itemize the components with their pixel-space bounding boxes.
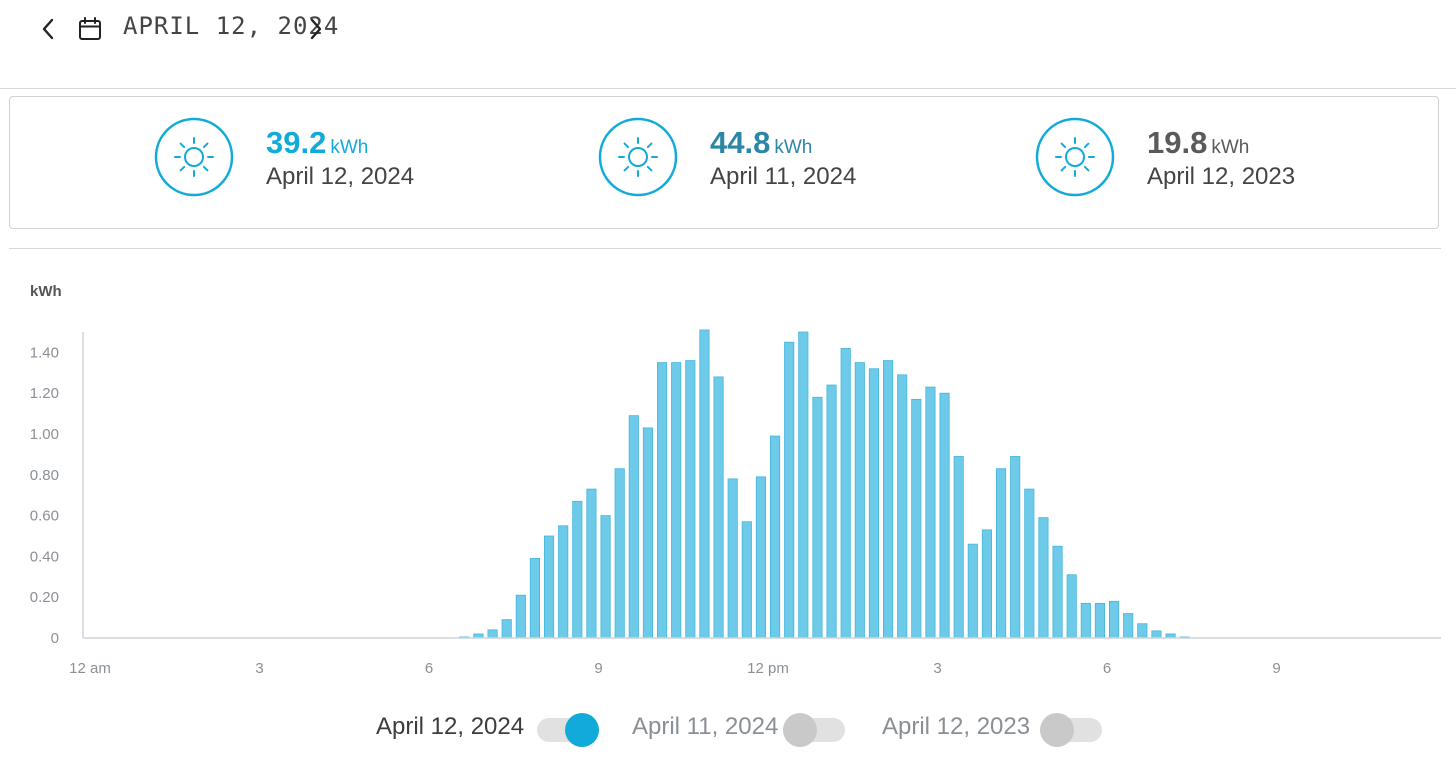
summary-value: 39.2 kWh [266, 125, 369, 160]
y-axis-label: kWh [30, 283, 62, 300]
calendar-icon[interactable] [76, 14, 104, 44]
bar [671, 362, 682, 639]
next-day-button[interactable] [302, 14, 330, 44]
bar [897, 374, 908, 639]
sun-icon [154, 117, 234, 197]
y-tick-label: 1.40 [30, 344, 59, 361]
bar [487, 629, 498, 639]
y-tick-label: 1.00 [30, 426, 59, 443]
bar [529, 558, 540, 639]
bar [1038, 517, 1049, 639]
bar [657, 362, 668, 639]
bar [544, 535, 555, 639]
x-tick-label: 6 [1103, 660, 1111, 677]
bar [1080, 602, 1091, 639]
bar [558, 525, 569, 639]
bar [1109, 600, 1120, 639]
series-toggle[interactable] [783, 713, 845, 747]
bar [685, 360, 696, 639]
chevron-right-icon [310, 18, 322, 40]
section-divider [9, 248, 1441, 249]
bar [1094, 602, 1105, 639]
sun-icon [598, 117, 678, 197]
bar [1010, 456, 1021, 639]
bar [1052, 545, 1063, 639]
y-tick-label: 0.20 [30, 589, 59, 606]
bar [883, 360, 894, 639]
summary-value: 44.8 kWh [710, 125, 813, 160]
bar [967, 543, 978, 639]
summary-date: April 12, 2023 [1147, 163, 1296, 190]
previous-day-button[interactable] [34, 14, 62, 44]
legend-label: April 11, 2024 [632, 713, 779, 740]
toggle-knob [565, 713, 599, 747]
bar [826, 384, 837, 639]
summary-date: April 11, 2024 [710, 163, 857, 190]
y-tick-label: 1.20 [30, 385, 59, 402]
bar [572, 500, 583, 639]
bar [1123, 613, 1134, 639]
selected-date-title[interactable]: APRIL 12, 2024 [123, 12, 340, 40]
bar [812, 396, 823, 639]
bar [840, 347, 851, 639]
series-toggle[interactable] [1040, 713, 1102, 747]
bar [911, 398, 922, 639]
bar [727, 478, 738, 639]
bar [854, 362, 865, 639]
bar [868, 368, 879, 639]
x-tick-label: 6 [425, 660, 433, 677]
bar [713, 376, 724, 639]
bar [614, 468, 625, 639]
x-tick-label: 9 [594, 660, 602, 677]
bar [515, 594, 526, 639]
x-tick-label: 12 pm [747, 660, 789, 677]
production-summary-panel: 39.2 kWh April 12, 2024 44.8 kWh April 11,… [9, 96, 1439, 229]
bar [798, 331, 809, 639]
legend-label: April 12, 2023 [882, 713, 1031, 740]
bar [501, 619, 512, 639]
bar [699, 329, 710, 639]
bar [1066, 574, 1077, 639]
bar [996, 468, 1007, 639]
bar [770, 435, 781, 639]
bar [925, 386, 936, 639]
toggle-knob [783, 713, 817, 747]
bar [741, 521, 752, 639]
bar [1024, 488, 1035, 639]
y-tick-label: 0.40 [30, 548, 59, 565]
bar [755, 476, 766, 639]
energy-production-bar-chart: kWh 0 0.20 0.40 0.60 0.80 1.00 1.20 1.40 12 am 3… [30, 283, 1441, 677]
bar [600, 515, 611, 639]
series-toggle[interactable] [537, 713, 599, 747]
summary-value: 19.8 kWh [1147, 125, 1250, 160]
summary-date: April 12, 2024 [266, 163, 415, 190]
date-navigation-header: APRIL 12, 2024 [0, 0, 1456, 89]
x-tick-label: 3 [933, 660, 941, 677]
bar [586, 488, 597, 639]
x-tick-label: 3 [255, 660, 263, 677]
sun-icon [1035, 117, 1115, 197]
legend-label: April 12, 2024 [376, 713, 525, 740]
y-tick-label: 0.80 [30, 467, 59, 484]
bar [642, 427, 653, 639]
chevron-left-icon [42, 18, 54, 40]
y-tick-label: 0.60 [30, 508, 59, 525]
x-tick-label: 9 [1272, 660, 1280, 677]
bar [939, 392, 950, 639]
bar [628, 415, 639, 639]
toggle-knob [1040, 713, 1074, 747]
bar [981, 529, 992, 639]
x-tick-label: 12 am [69, 660, 111, 677]
bar [784, 341, 795, 639]
bar [953, 456, 964, 639]
y-tick-label: 0 [51, 630, 59, 647]
bar [1151, 630, 1162, 639]
bar [1137, 623, 1148, 639]
